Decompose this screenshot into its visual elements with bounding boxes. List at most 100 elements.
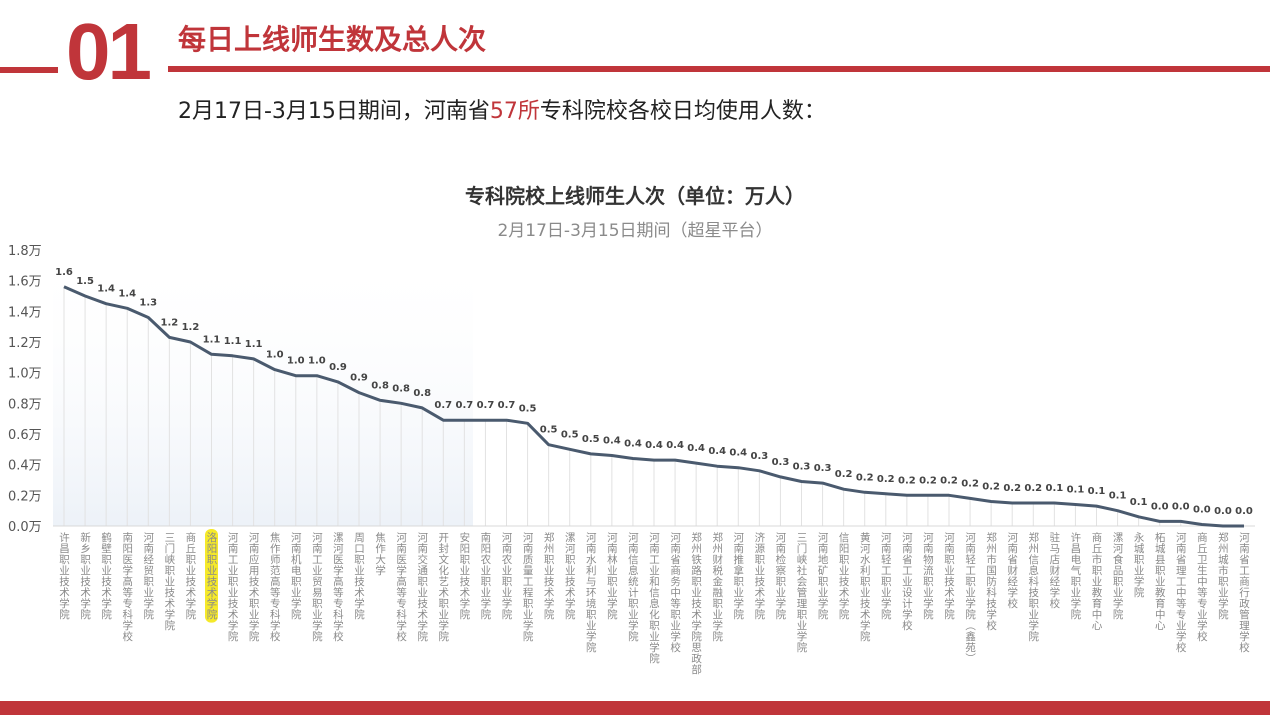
- x-tick-label: 南阳农业职业学院: [479, 531, 491, 620]
- data-label: 0.0: [1172, 501, 1190, 512]
- header-rule-left: [0, 67, 58, 73]
- data-label: 1.1: [203, 334, 221, 345]
- x-tick-label: 河南地矿职业学院: [817, 532, 829, 620]
- x-tick-label: 安阳职业技术学院: [458, 531, 470, 620]
- x-tick-label: 河南轻工职业学院: [880, 532, 892, 620]
- data-label: 0.2: [961, 478, 979, 489]
- data-label: 0.2: [856, 472, 874, 483]
- x-tick-label: 河南物流职业学院: [922, 532, 934, 620]
- x-tick-label: 三门峡社会管理职业学院: [796, 532, 808, 653]
- x-tick-label: 河南省财经学校: [1006, 532, 1018, 609]
- x-tick-label: 河南信息统计职业学院: [627, 532, 639, 642]
- data-label: 0.0: [1235, 506, 1253, 517]
- data-label: 0.3: [772, 457, 790, 468]
- x-tick-label: 郑州财税金融职业学院: [711, 531, 723, 642]
- x-tick-label: 河南工业职业技术学院: [227, 532, 239, 642]
- y-tick-label: 0.6万: [8, 428, 42, 443]
- y-tick-label: 0.4万: [8, 459, 42, 474]
- data-label: 1.4: [118, 288, 136, 299]
- x-tick-label: 焦作师范高等专科学校: [269, 531, 281, 642]
- x-tick-label: 河南工业贸易职业学院: [311, 532, 323, 642]
- x-tick-label: 永城职业学院: [1133, 531, 1145, 598]
- subtitle-suffix: 专科院校各校日均使用人数：: [539, 99, 826, 124]
- x-tick-label: 河南省商务中等职业学校: [669, 532, 681, 653]
- x-tick-label: 河南经贸职业学院: [142, 532, 154, 620]
- x-tick-label: 河南质量工程职业学院: [522, 532, 534, 642]
- data-label: 0.2: [898, 475, 916, 486]
- x-tick-label: 河南应用技术职业学院: [248, 532, 260, 642]
- x-tick-label: 河南工业和信息化职业学院: [648, 532, 660, 664]
- data-label: 0.1: [1088, 486, 1106, 497]
- y-tick-label: 1.2万: [8, 336, 42, 351]
- data-label: 0.7: [434, 400, 452, 411]
- x-tick-label: 焦作大学: [374, 531, 386, 576]
- x-tick-label: 信阳职业技术学院: [838, 532, 850, 620]
- y-tick-label: 1.4万: [8, 305, 42, 320]
- data-label: 0.4: [603, 435, 621, 446]
- x-tick-label: 郑州信息科技职业学院: [1027, 531, 1039, 642]
- data-label: 0.3: [793, 462, 811, 473]
- data-label: 0.4: [645, 440, 663, 451]
- x-tick-label: 漯河医学高等专科学校: [332, 532, 344, 642]
- x-tick-label: 河南职业技术学院: [943, 532, 955, 620]
- x-tick-label: 驻马店财经学校: [1048, 531, 1060, 609]
- x-tick-label: 许昌电气职业学院: [1069, 531, 1081, 620]
- subtitle-prefix: 2月17日-3月15日期间，河南省: [178, 99, 490, 124]
- x-tick-label: 鹤壁职业技术学院: [100, 531, 112, 620]
- data-labels: 1.61.51.4 1.41.31.2 1.21.1 1.1 1.11.01.0 1.00…: [55, 267, 1253, 517]
- x-tick-label: 漯河食品职业学院: [1112, 532, 1124, 620]
- data-label: 1.0: [287, 356, 305, 367]
- data-label: 0.8: [413, 388, 431, 399]
- data-label: 0.2: [1003, 483, 1021, 494]
- x-tick-label: 郑州铁路职业技术学院思政部: [690, 531, 702, 675]
- page-subtitle: 2月17日-3月15日期间，河南省57所专科院校各校日均使用人数：: [178, 96, 826, 128]
- y-axis: 0.0万 0.2万 0.4万 0.6万 0.8万 1.0万 1.2万 1.4万 1.6万 1.8万: [8, 244, 42, 535]
- data-label: 0.7: [455, 400, 473, 411]
- x-tick-label: 商丘卫生中等专业学校: [1196, 531, 1208, 642]
- x-tick-label: 开封文化艺术职业学院: [437, 532, 449, 642]
- data-label: 0.4: [687, 443, 705, 454]
- x-tick-label: 商丘市职业教育中心: [1091, 531, 1103, 631]
- x-tick-label: 商丘职业技术学院: [184, 531, 196, 620]
- y-tick-label: 0.8万: [8, 397, 42, 412]
- data-label: 0.3: [750, 451, 768, 462]
- x-tick-label: 河南农业职业学院: [501, 532, 513, 620]
- data-label: 0.5: [582, 434, 600, 445]
- y-tick-label: 0.2万: [8, 489, 42, 504]
- highlight-marker: [205, 529, 218, 623]
- x-tick-label: 河南林业职业学院: [606, 532, 618, 620]
- data-label: 0.5: [519, 403, 537, 414]
- x-tick-label: 河南省工业设计学校: [901, 532, 913, 631]
- data-label: 0.1: [1109, 491, 1127, 502]
- data-label: 0.2: [940, 475, 958, 486]
- x-axis-labels: 许昌职业技术学院 新乡职业技术学院 鹤壁职业技术学院 南阳医学高等专科学校 河南经贸职业…: [58, 531, 1250, 675]
- data-label: 1.3: [139, 297, 157, 308]
- series-line: [63, 285, 1244, 528]
- x-tick-label: 新乡职业技术学院: [79, 531, 91, 620]
- data-label: 0.9: [329, 362, 347, 373]
- x-tick-label: 漯河职业技术学院: [564, 532, 576, 620]
- vertical-gridlines: [63, 286, 1203, 526]
- data-label: 0.2: [877, 474, 895, 485]
- data-label: 0.0: [1193, 504, 1211, 515]
- x-tick-label: 河南省理工中等专业学校: [1175, 532, 1187, 653]
- header-rule-right: [168, 66, 1270, 72]
- x-tick-label: 柘城县职业教育中心: [1154, 531, 1166, 631]
- data-label: 0.0: [1151, 501, 1169, 512]
- data-label: 1.2: [160, 317, 178, 328]
- x-tick-label: 黄河水利职业技术学院: [859, 531, 871, 642]
- data-label: 0.2: [835, 469, 853, 480]
- x-tick-label: 河南水利与环境职业学院: [585, 532, 597, 653]
- x-tick-label: 河南推拿职业学院: [732, 532, 744, 620]
- data-label: 1.0: [266, 350, 284, 361]
- data-label: 0.1: [1130, 497, 1148, 508]
- data-label: 0.4: [666, 440, 684, 451]
- data-label: 0.8: [371, 380, 389, 391]
- footer-band: [0, 701, 1270, 715]
- data-label: 1.5: [76, 276, 94, 287]
- x-tick-label: 周口职业技术学院: [353, 532, 365, 620]
- x-tick-label: 河南轻工职业学院（鑫苑）: [964, 532, 976, 664]
- data-label: 0.3: [814, 463, 832, 474]
- y-tick-label: 1.0万: [8, 367, 42, 382]
